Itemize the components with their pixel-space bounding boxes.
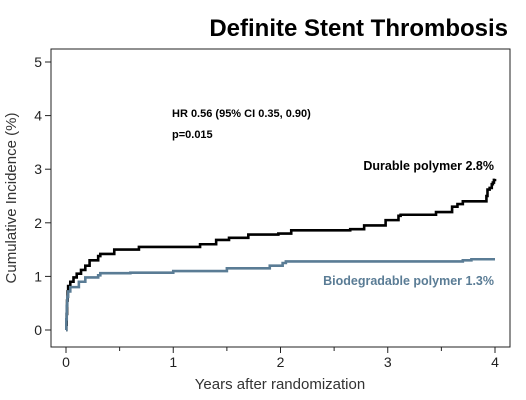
x-tick-label: 4 (491, 354, 499, 370)
p-value-annotation: p=0.015 (172, 129, 213, 141)
plot-frame (50, 48, 511, 348)
hazard-ratio-annotation: HR 0.56 (95% CI 0.35, 0.90) (172, 108, 311, 120)
x-tick-label: 1 (169, 354, 177, 370)
y-axis: 0 1 2 3 4 5 (34, 54, 51, 338)
series-label-biodegradable: Biodegradable polymer 1.3% (323, 274, 494, 288)
series-line-biodegradable (65, 257, 495, 332)
series-group (65, 178, 497, 332)
x-tick-label: 3 (384, 354, 392, 370)
y-tick-label: 1 (34, 268, 42, 284)
y-tick-label: 0 (34, 322, 42, 338)
x-tick-label: 0 (62, 354, 70, 370)
y-tick-label: 3 (34, 161, 42, 177)
y-tick-label: 2 (34, 215, 42, 231)
y-tick-label: 5 (34, 54, 42, 70)
y-axis-label: Cumulative Incidence (%) (3, 113, 20, 284)
x-axis: 0 1 2 3 4 (62, 347, 499, 370)
chart-title: Definite Stent Thrombosis (209, 15, 508, 42)
y-tick-label: 4 (34, 108, 42, 124)
series-line-durable (65, 178, 497, 332)
x-axis-label: Years after randomization (195, 376, 365, 393)
x-tick-label: 2 (277, 354, 285, 370)
series-label-durable: Durable polymer 2.8% (363, 159, 494, 173)
